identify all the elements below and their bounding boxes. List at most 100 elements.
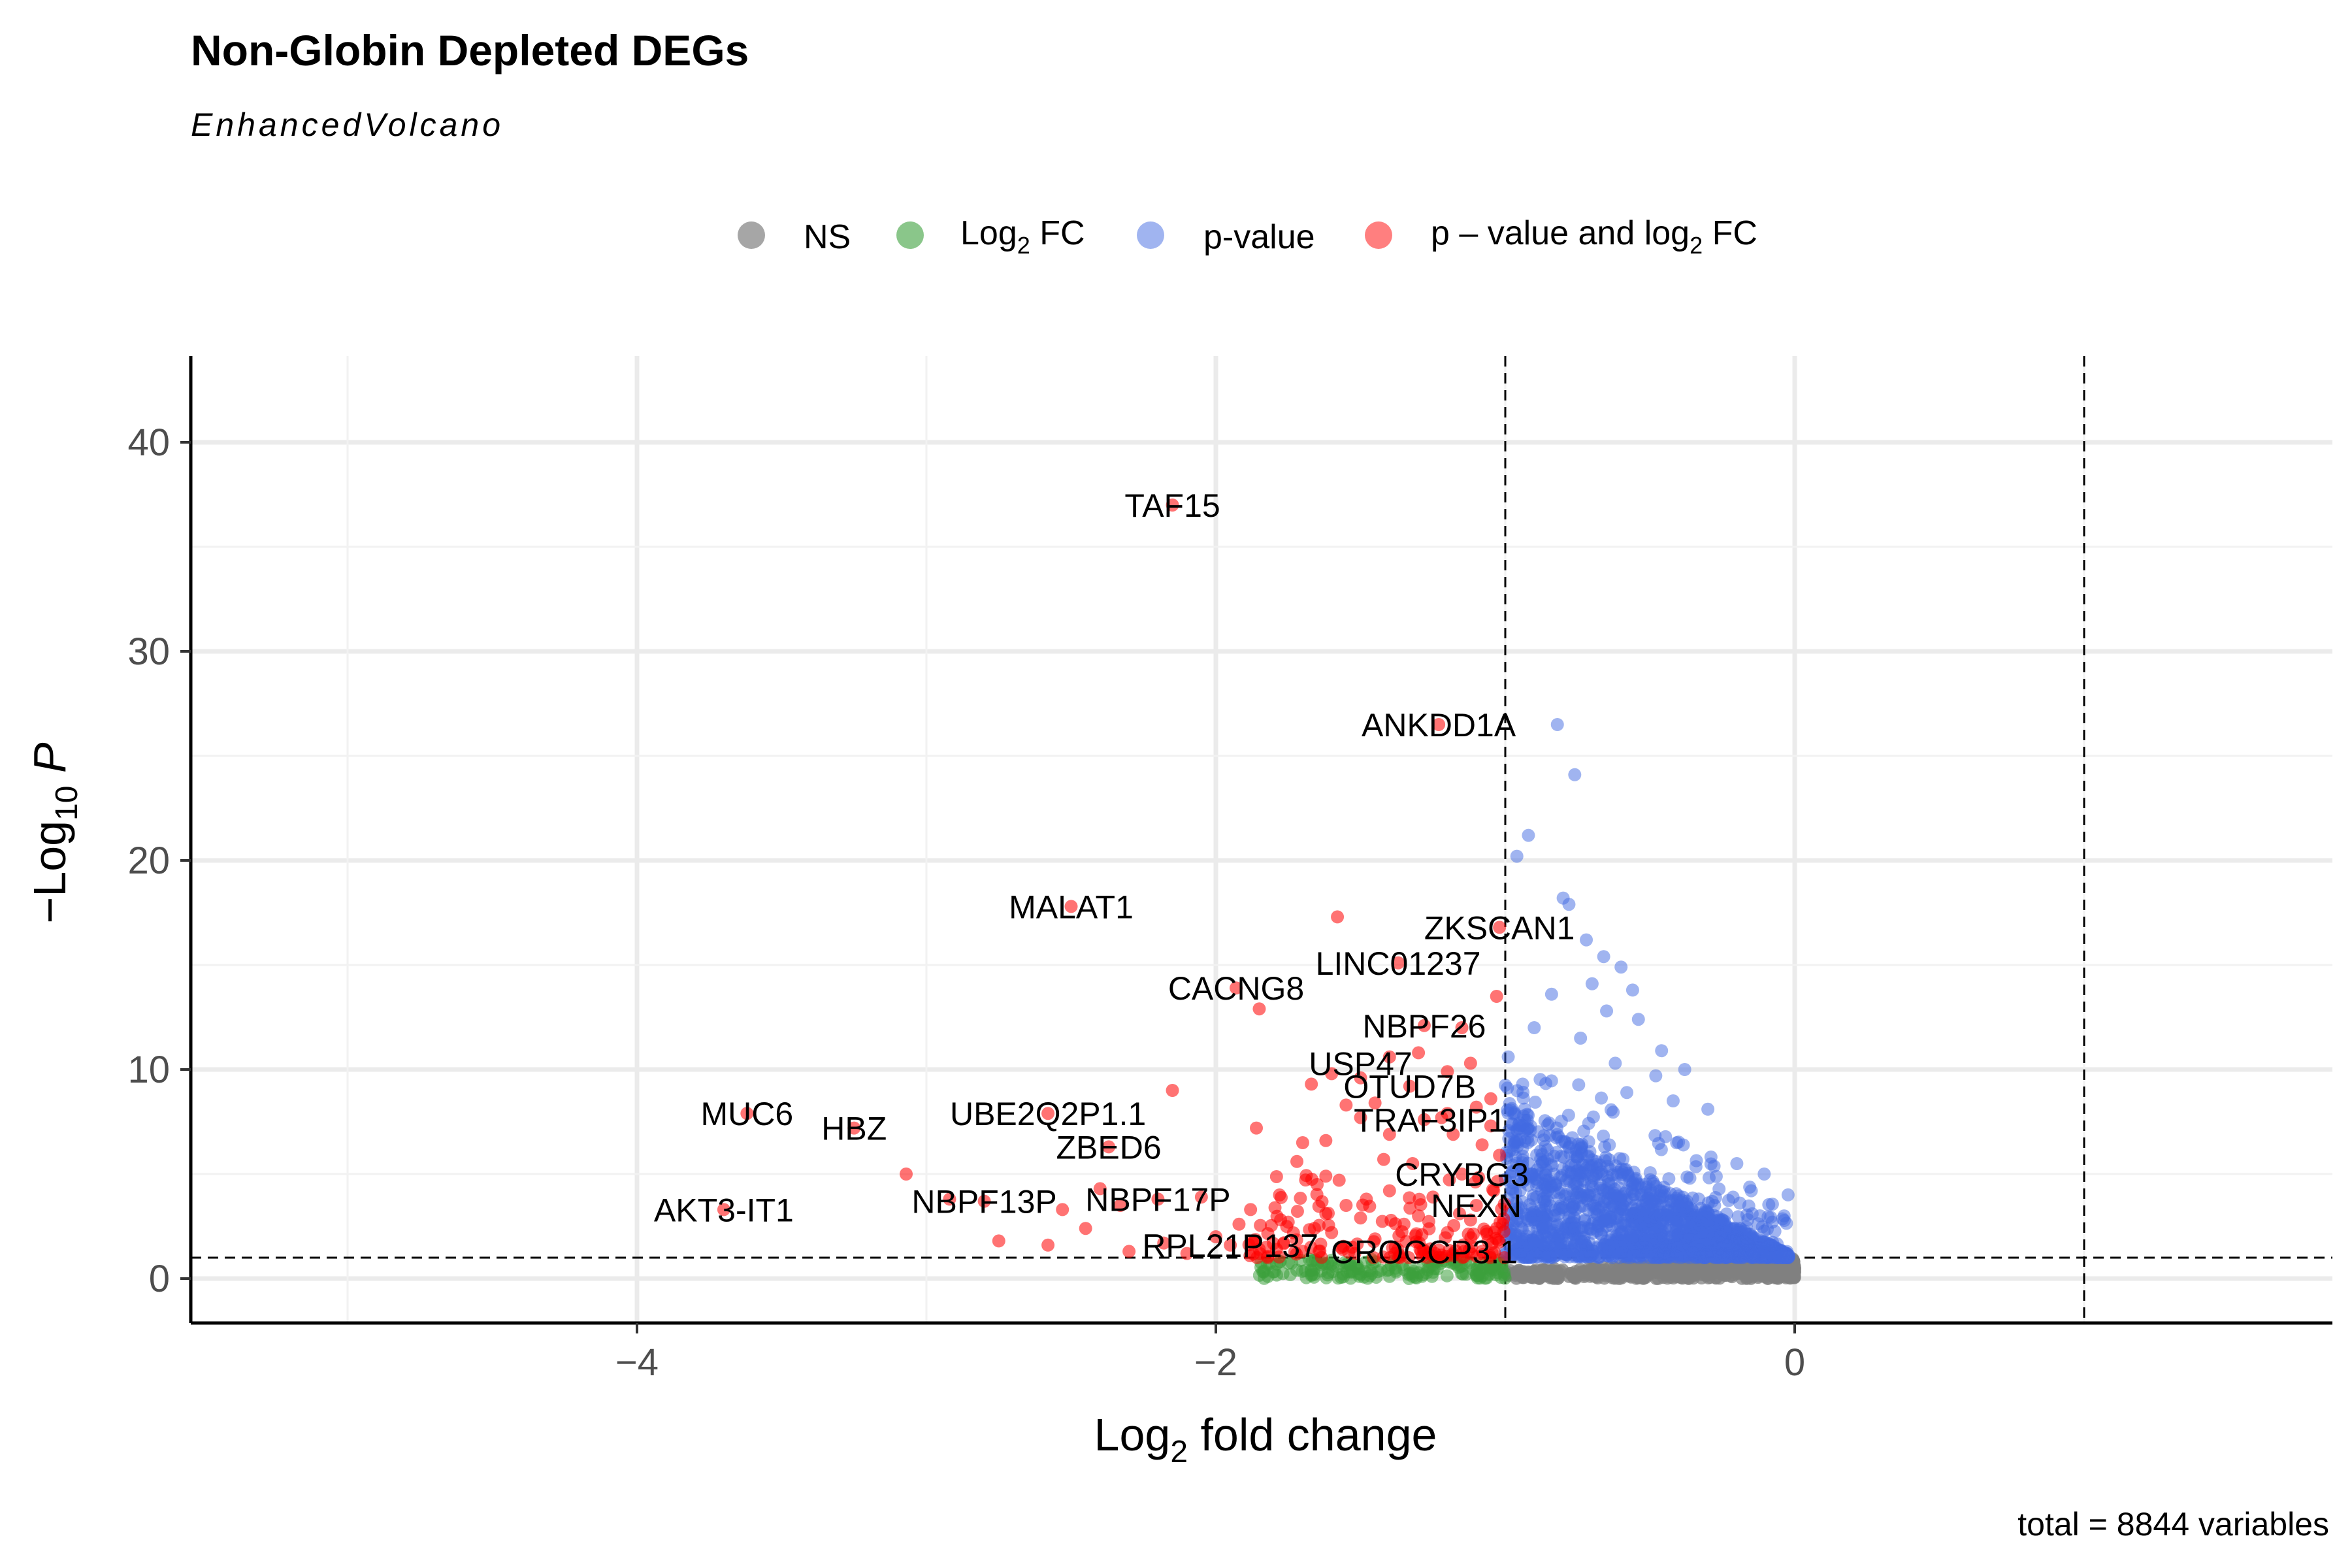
pvalue-point — [1599, 1151, 1613, 1164]
pvalue-point — [1516, 1077, 1529, 1091]
pvalue-and-log2fc-point — [740, 1107, 754, 1120]
gene-label: HBZ — [821, 1111, 887, 1147]
pvalue-and-log2fc-point — [1469, 1100, 1483, 1114]
pvalue-and-log2fc-point — [1277, 1236, 1291, 1250]
pvalue-and-log2fc-point — [1463, 1213, 1477, 1227]
pvalue-and-log2fc-point — [1462, 1227, 1475, 1241]
gene-label: NBPF26 — [1362, 1008, 1486, 1045]
pvalue-point — [1537, 1133, 1550, 1147]
chart-title: Non-Globin Depleted DEGs — [191, 26, 749, 74]
pvalue-point — [1690, 1244, 1703, 1258]
pvalue-and-log2fc-point — [1093, 1182, 1107, 1196]
pvalue-and-log2fc-point — [1490, 990, 1503, 1003]
pvalue-point — [1662, 1172, 1676, 1186]
pvalue-and-log2fc-point — [1290, 1204, 1304, 1218]
pvalue-and-log2fc-point — [1332, 1173, 1346, 1187]
pvalue-and-log2fc-point — [1273, 1188, 1286, 1201]
pvalue-and-log2fc-point — [1455, 1168, 1469, 1181]
caption-total-variables: total = 8844 variables — [2017, 1506, 2329, 1543]
pvalue-point — [1575, 1139, 1588, 1153]
pvalue-and-log2fc-point — [1422, 1215, 1435, 1228]
pvalue-and-log2fc-point — [1102, 1140, 1116, 1154]
gene-label: RPL21P137 — [1142, 1228, 1318, 1264]
pvalue-point — [1602, 1242, 1616, 1256]
legend-key-pvalue — [1137, 221, 1164, 249]
pvalue-point — [1544, 987, 1558, 1001]
pvalue-and-log2fc-point — [1311, 1178, 1324, 1191]
log2fc-point — [1307, 1267, 1321, 1281]
pvalue-point — [1627, 1166, 1641, 1179]
pvalue-point — [1604, 1103, 1618, 1117]
pvalue-and-log2fc-point — [1230, 981, 1243, 995]
pvalue-and-log2fc-point — [1224, 1238, 1237, 1252]
gene-label: CRYBG3 — [1395, 1156, 1529, 1193]
pvalue-and-log2fc-point — [1397, 1217, 1411, 1231]
pvalue-point — [1715, 1213, 1729, 1226]
pvalue-and-log2fc-point — [1493, 921, 1507, 934]
pvalue-and-log2fc-point — [1299, 1169, 1313, 1183]
pvalue-and-log2fc-point — [1290, 1154, 1304, 1168]
pvalue-and-log2fc-point — [1403, 1191, 1416, 1205]
pvalue-and-log2fc-point — [1157, 1236, 1171, 1250]
pvalue-point — [1638, 1233, 1652, 1247]
pvalue-and-log2fc-point — [1443, 1173, 1456, 1186]
pvalue-point — [1650, 1233, 1663, 1247]
pvalue-point — [1577, 1235, 1591, 1249]
x-tick-label: −2 — [1194, 1341, 1237, 1384]
pvalue-point — [1740, 1231, 1754, 1245]
pvalue-and-log2fc-point — [1319, 1169, 1333, 1183]
pvalue-and-log2fc-point — [1497, 1250, 1511, 1264]
pvalue-and-log2fc-point — [1477, 1222, 1491, 1236]
pvalue-and-log2fc-point — [1446, 1128, 1460, 1141]
pvalue-and-log2fc-point — [1367, 1250, 1380, 1264]
pvalue-point — [1644, 1247, 1658, 1261]
y-tick-label: 0 — [149, 1258, 170, 1300]
pvalue-point — [1666, 1094, 1680, 1107]
pvalue-and-log2fc-point — [1493, 1149, 1507, 1162]
gene-label: MUC6 — [700, 1096, 793, 1132]
pvalue-and-log2fc-point — [1305, 1077, 1318, 1091]
pvalue-point — [1522, 828, 1535, 842]
log2fc-point — [1354, 1267, 1367, 1281]
pvalue-point — [1566, 1184, 1580, 1198]
pvalue-point — [1680, 1170, 1694, 1184]
pvalue-and-log2fc-point — [1472, 1171, 1486, 1184]
pvalue-and-log2fc-point — [1497, 1212, 1511, 1226]
pvalue-point — [1602, 1186, 1616, 1200]
ns-point — [1536, 1264, 1550, 1278]
gene-label: UBE2Q2P1.1 — [950, 1096, 1146, 1132]
pvalue-point — [1528, 1096, 1542, 1109]
pvalue-point — [1516, 1156, 1529, 1169]
y-tick-label: 40 — [127, 421, 170, 464]
legend-label-ns: NS — [804, 218, 851, 256]
pvalue-point — [1585, 977, 1599, 990]
pvalue-and-log2fc-point — [1441, 1107, 1454, 1120]
pvalue-point — [1615, 1162, 1629, 1176]
pvalue-point — [1722, 1194, 1735, 1207]
log2fc-point — [1261, 1269, 1275, 1283]
pvalue-point — [1710, 1250, 1723, 1264]
pvalue-point — [1620, 1086, 1634, 1100]
gene-label: OTUD7B — [1343, 1069, 1476, 1105]
pvalue-and-log2fc-point — [1417, 1113, 1431, 1126]
legend-label-pvalue-and-log2fc: p – value and log2 FC — [1431, 214, 1757, 259]
pvalue-and-log2fc-point — [1281, 1215, 1295, 1229]
pvalue-and-log2fc-point — [1403, 1201, 1417, 1215]
pvalue-point — [1765, 1238, 1778, 1252]
pvalue-point — [1643, 1166, 1657, 1179]
pvalue-point — [1672, 1135, 1686, 1149]
pvalue-point — [1595, 1091, 1609, 1105]
pvalue-point — [1690, 1154, 1703, 1168]
legend-label-pvalue: p-value — [1203, 218, 1315, 256]
pvalue-and-log2fc-point — [1325, 1067, 1339, 1081]
pvalue-and-log2fc-point — [1382, 1184, 1396, 1198]
pvalue-point — [1520, 1211, 1534, 1225]
y-tick-label: 30 — [127, 630, 170, 673]
pvalue-point — [1501, 1050, 1515, 1064]
pvalue-point — [1523, 1198, 1537, 1212]
pvalue-point — [1516, 1175, 1529, 1189]
gene-label: NBPF13P — [911, 1184, 1056, 1220]
pvalue-and-log2fc-point — [1426, 1190, 1440, 1204]
pvalue-and-log2fc-point — [1166, 498, 1179, 512]
pvalue-point — [1741, 1213, 1755, 1226]
